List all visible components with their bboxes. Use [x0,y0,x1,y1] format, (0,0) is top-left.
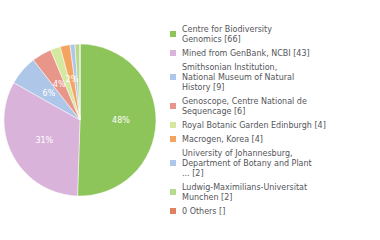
svg-text:Munchen [2]: Munchen [2] [182,193,232,202]
svg-text:University of Johannesburg,: University of Johannesburg, [182,149,293,158]
svg-text:Royal Botanic Garden Edinburgh: Royal Botanic Garden Edinburgh [4] [182,121,326,130]
svg-text:4%: 4% [53,80,66,89]
svg-text:Mined from GenBank, NCBI [43]: Mined from GenBank, NCBI [43] [182,49,310,58]
svg-text:0 Others []: 0 Others [] [182,207,225,216]
svg-text:... [2]: ... [2] [182,169,204,178]
svg-text:Centre for Biodiversity: Centre for Biodiversity [182,25,272,34]
svg-text:2%: 2% [66,75,79,84]
svg-text:Sequencage [6]: Sequencage [6] [182,107,245,116]
svg-text:Genomics [66]: Genomics [66] [182,35,241,44]
svg-text:National Museum of Natural: National Museum of Natural [182,73,294,82]
svg-text:Department of Botany and Plant: Department of Botany and Plant [182,159,312,168]
svg-text:6%: 6% [43,89,56,98]
svg-text:48%: 48% [112,116,130,125]
svg-text:Macrogen, Korea [4]: Macrogen, Korea [4] [182,135,263,144]
svg-text:Smithsonian Institution,: Smithsonian Institution, [182,63,277,72]
svg-text:History [9]: History [9] [182,83,224,92]
svg-text:Genoscope, Centre National de: Genoscope, Centre National de [182,97,307,106]
svg-text:Ludwig-Maximilians-Universitat: Ludwig-Maximilians-Universitat [182,183,307,192]
svg-text:31%: 31% [35,136,53,145]
